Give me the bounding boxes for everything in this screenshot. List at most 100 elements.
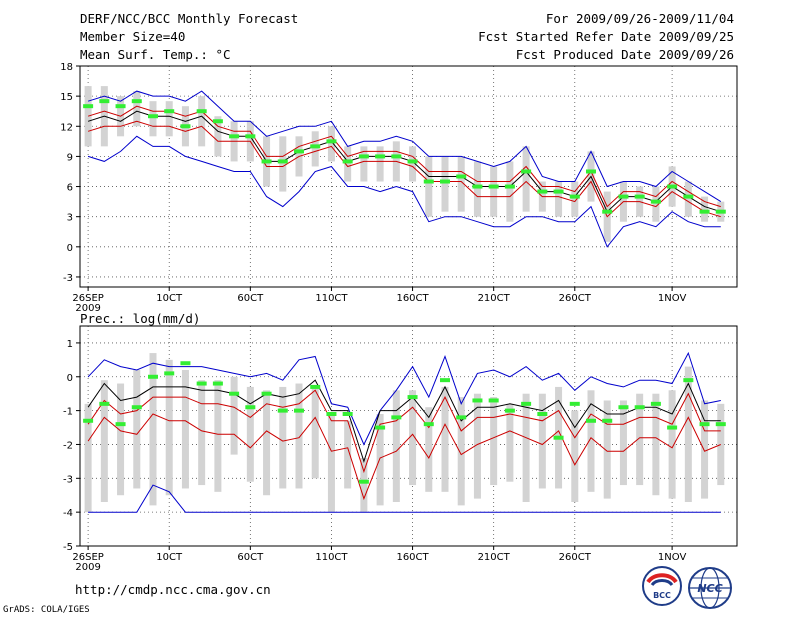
observed-marker — [277, 159, 288, 164]
observed-marker — [196, 381, 207, 386]
x-tick-label: 1NOV — [658, 293, 687, 304]
ensemble-range-bar — [684, 366, 692, 502]
plot-frame — [79, 325, 738, 547]
x-tick-label: 110CT — [315, 293, 348, 304]
ncc-globe-icon: NCC — [688, 567, 732, 609]
y-tick-label: -3 — [63, 273, 73, 284]
observed-marker — [342, 159, 353, 164]
ensemble-range-bar — [490, 397, 498, 486]
ensemble-range-bar — [522, 146, 530, 212]
ensemble-range-bar — [506, 403, 514, 482]
observed-marker — [521, 401, 532, 406]
ensemble-range-bar — [263, 390, 271, 496]
ensemble-range-bar — [149, 101, 157, 137]
observed-marker — [683, 378, 694, 383]
observed-marker — [212, 119, 223, 124]
ensemble-range-bar — [344, 420, 352, 489]
x-tick-label: 60CT — [237, 552, 264, 563]
ensemble-range-bar — [603, 400, 611, 499]
observed-marker — [180, 124, 191, 129]
upper-spread-line — [87, 105, 721, 208]
observed-marker — [618, 194, 629, 199]
year-label: 2009 — [75, 562, 100, 573]
ncc-logo-text: NCC — [697, 582, 722, 595]
variable-label-top: Mean Surf. Temp.: °C — [80, 47, 231, 62]
observed-marker — [148, 374, 158, 379]
ensemble-range-bar — [652, 393, 660, 496]
ensemble-range-bar — [117, 383, 125, 496]
observed-marker — [667, 425, 678, 430]
observed-marker — [488, 184, 499, 189]
observed-marker — [358, 479, 369, 484]
ensemble-range-bar — [100, 380, 108, 502]
produced-date: Fcst Produced Date 2009/09/26 — [515, 47, 734, 62]
x-tick-label: 110CT — [315, 552, 348, 563]
observed-marker — [391, 154, 402, 159]
observed-marker — [650, 199, 661, 204]
observed-marker — [715, 209, 726, 214]
ensemble-range-bar — [506, 161, 514, 222]
observed-marker — [569, 401, 580, 406]
bcc-emblem-icon: BCC — [642, 566, 682, 606]
ensemble-range-bar — [311, 131, 319, 167]
ensemble-range-bar — [84, 403, 92, 513]
observed-marker — [456, 174, 467, 179]
observed-marker — [180, 361, 191, 366]
ensemble-range-bar — [441, 156, 449, 212]
ensemble-range-bar — [587, 390, 595, 492]
ensemble-range-bar — [555, 181, 563, 217]
minimum-line — [88, 484, 721, 513]
ensemble-range-bar — [230, 376, 238, 455]
ensemble-mean-line — [87, 379, 721, 464]
observed-marker — [294, 408, 304, 413]
ensemble-range-bar — [425, 156, 433, 217]
refer-date: Fcst Started Refer Date 2009/09/25 — [478, 29, 734, 44]
ensemble-range-bar — [571, 410, 579, 502]
observed-marker — [537, 189, 548, 194]
ensemble-range-bar — [149, 353, 157, 506]
ensemble-range-bar — [198, 96, 206, 147]
ensemble-range-bar — [214, 116, 222, 157]
observed-marker — [277, 408, 288, 413]
observed-marker — [245, 134, 256, 139]
observed-marker — [472, 184, 483, 189]
observed-marker — [634, 405, 645, 410]
observed-marker — [456, 415, 467, 420]
y-tick-label: 1 — [67, 339, 73, 350]
ensemble-range-bar — [636, 393, 644, 486]
ensemble-range-bar — [409, 146, 417, 182]
year-label: 2009 — [75, 303, 100, 314]
x-tick-label: 160CT — [396, 552, 429, 563]
observed-marker — [261, 159, 272, 164]
y-tick-label: 6 — [67, 183, 73, 194]
observed-marker — [83, 418, 94, 423]
x-tick-label: 1NOV — [658, 552, 687, 563]
observed-marker — [326, 139, 337, 144]
plot-frame — [79, 65, 738, 288]
ensemble-range-bar — [165, 359, 173, 496]
observed-marker — [634, 194, 645, 199]
ncc-logo: NCC — [686, 566, 734, 610]
y-tick-label: 18 — [60, 62, 73, 73]
observed-marker — [440, 378, 450, 383]
observed-marker — [196, 109, 207, 114]
ensemble-range-bar — [214, 380, 222, 492]
ensemble-range-bar — [473, 393, 481, 499]
observed-marker — [715, 422, 726, 427]
observed-marker — [440, 179, 450, 184]
ensemble-mean-line — [87, 110, 721, 213]
source-url[interactable]: http://cmdp.ncc.cma.gov.cn — [75, 582, 271, 597]
observed-marker — [504, 184, 515, 189]
ensemble-range-bar — [198, 380, 206, 486]
observed-marker — [586, 169, 596, 174]
ensemble-range-bar — [279, 136, 287, 192]
ensemble-range-bar — [701, 400, 709, 499]
observed-marker — [115, 422, 126, 427]
observed-marker — [229, 134, 240, 139]
observed-marker — [504, 408, 515, 413]
ensemble-range-bar — [344, 146, 352, 182]
ensemble-range-bar — [360, 146, 368, 182]
ensemble-range-bar — [701, 196, 709, 222]
observed-marker — [131, 99, 142, 104]
